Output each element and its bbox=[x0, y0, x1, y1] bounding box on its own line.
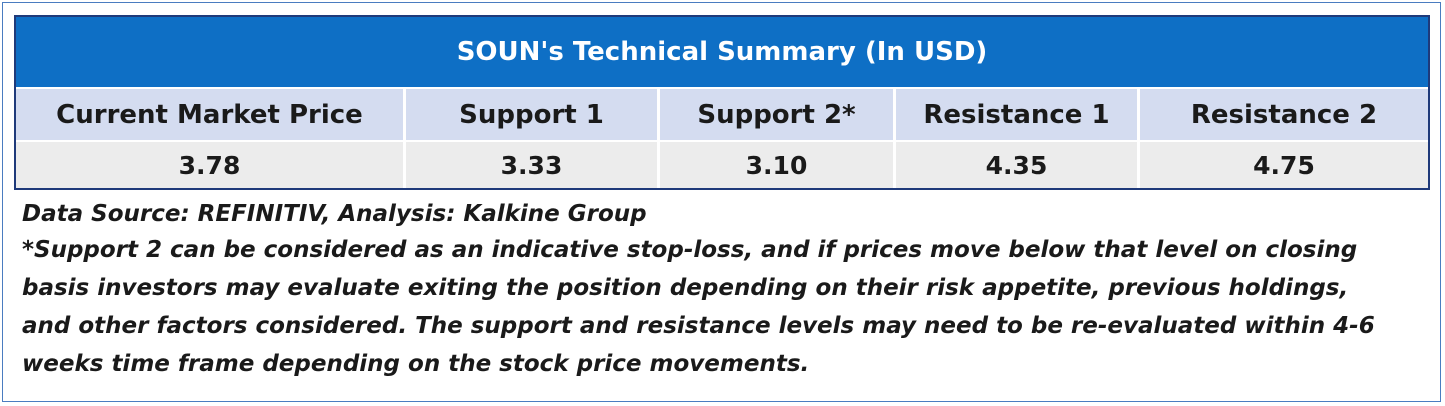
table-title: SOUN's Technical Summary (In USD) bbox=[16, 17, 1428, 87]
technical-summary-table: SOUN's Technical Summary (In USD) Curren… bbox=[14, 15, 1430, 190]
value-support-2: 3.10 bbox=[660, 142, 893, 188]
value-support-1: 3.33 bbox=[406, 142, 657, 188]
header-current-market-price: Current Market Price bbox=[16, 89, 403, 140]
disclaimer-line-3: and other factors considered. The suppor… bbox=[22, 313, 1375, 339]
disclaimer-line-2: basis investors may evaluate exiting the… bbox=[22, 275, 1349, 301]
disclaimer-line-4: weeks time frame depending on the stock … bbox=[22, 351, 810, 377]
header-support-2: Support 2* bbox=[660, 89, 893, 140]
header-row: Current Market Price Support 1 Support 2… bbox=[16, 89, 1428, 140]
value-resistance-1: 4.35 bbox=[896, 142, 1137, 188]
value-resistance-2: 4.75 bbox=[1140, 142, 1428, 188]
disclaimer-line-1: *Support 2 can be considered as an indic… bbox=[22, 237, 1358, 263]
notes: Data Source: REFINITIV, Analysis: Kalkin… bbox=[22, 197, 1422, 383]
values-row: 3.78 3.33 3.10 4.35 4.75 bbox=[16, 142, 1428, 188]
header-resistance-2: Resistance 2 bbox=[1140, 89, 1428, 140]
value-current-market-price: 3.78 bbox=[16, 142, 403, 188]
header-resistance-1: Resistance 1 bbox=[896, 89, 1137, 140]
header-support-1: Support 1 bbox=[406, 89, 657, 140]
data-source-note: Data Source: REFINITIV, Analysis: Kalkin… bbox=[22, 201, 647, 227]
